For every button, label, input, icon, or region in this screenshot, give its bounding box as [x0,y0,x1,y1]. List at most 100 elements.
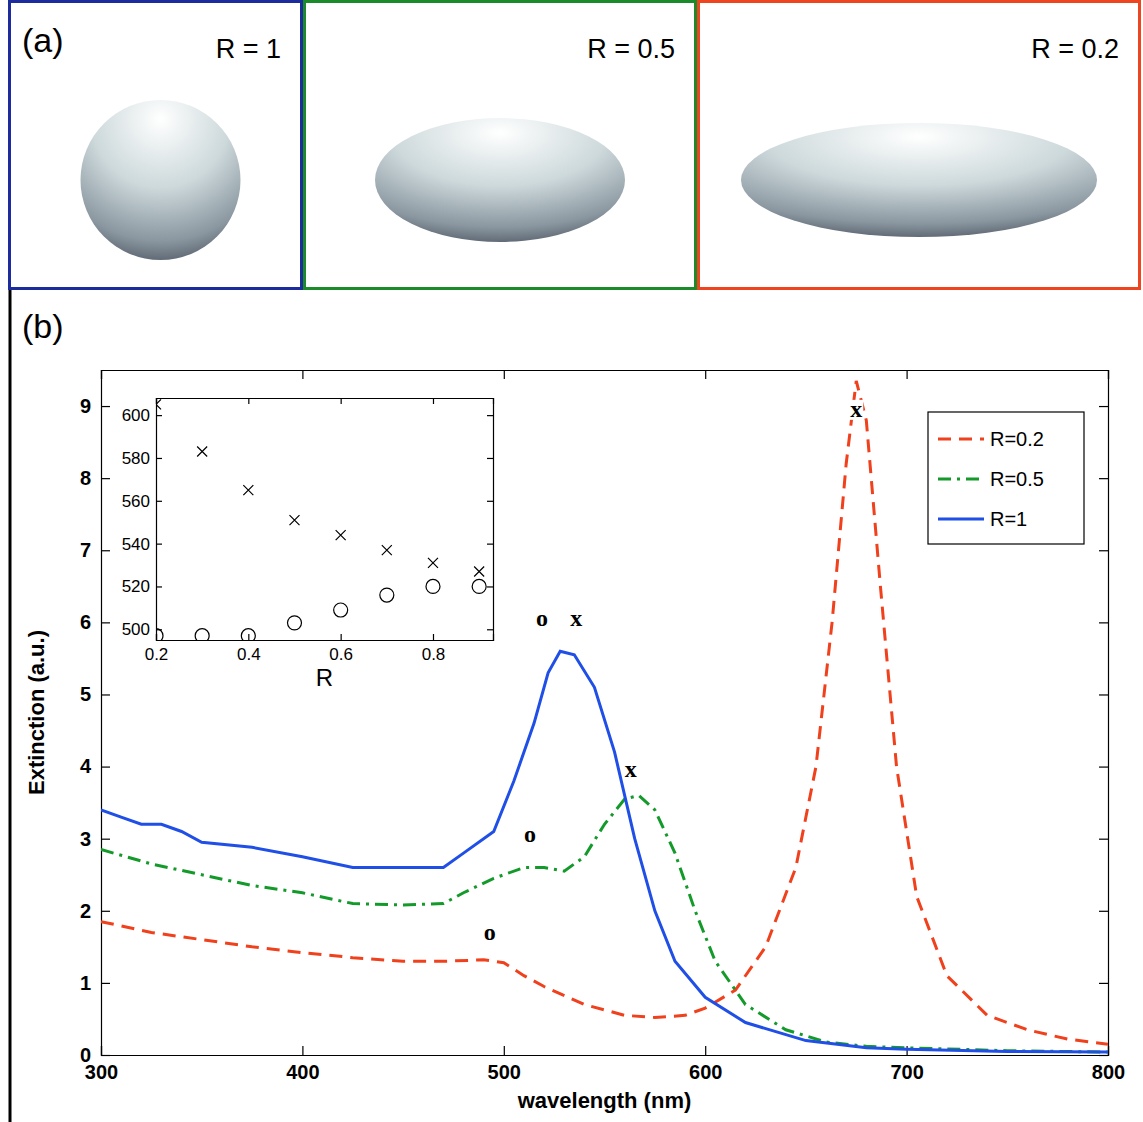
inset-y-axis-right-tick-mark [487,544,493,545]
series-line [101,651,1108,1052]
plot-lines [101,381,1108,1052]
inset-x-axis-top-tick [248,398,249,404]
y-axis: 0123456789 [80,371,110,1066]
inset-y-axis-tick-mark [156,501,162,502]
inset-point [287,616,301,630]
inset-background [156,398,493,640]
legend: R=0.2R=0.5R=1 [928,412,1084,544]
y-axis-tick-label: 3 [80,828,91,850]
inset-y-axis-right-tick-mark [487,586,493,587]
x-axis-tick: 500 [488,1046,521,1083]
y-axis-tick-label: 0 [80,1044,91,1066]
inset-point [197,447,207,457]
plot-background [101,370,1108,1055]
inset-x-axis-line [157,634,494,641]
inset-x-axis: 0.20.40.60.8 [145,634,494,664]
y-axis-right-tick [1099,767,1108,768]
x-axis-tick-mark [302,1046,303,1055]
inset-point [426,579,440,593]
y-axis-tick-mark [101,694,110,695]
inset-y-axis-right-tick [487,415,493,416]
y-axis-tick-mark [101,983,110,984]
inset-point [428,558,438,568]
inset-y-axis-tick-mark [156,415,162,416]
y-axis-tick-label: 2 [80,900,91,922]
inset-y-axis-right [487,399,494,641]
shape-label: R = 0.5 [587,34,675,64]
y-axis-tick-mark [101,911,110,912]
shape [375,118,625,242]
y-axis-tick-label: 5 [80,683,91,705]
inset-x-axis-tick-mark [248,634,249,640]
panel-letter: (a) [22,21,64,59]
inset-x-axis-top-tick [341,398,342,404]
x-axis-title: wavelength (nm) [517,1088,692,1113]
inset-point [380,588,394,602]
annotation: o [536,605,548,631]
y-axis-tick: 6 [80,611,110,633]
y-axis-right-line [1099,371,1109,1056]
panel-border [9,290,12,1122]
x-axis-top-tick [504,370,505,379]
inset-y-axis-tick: 500 [122,620,162,639]
shape [741,123,1097,237]
y-axis-right-tick-mark [1099,478,1108,479]
x-axis-tick: 700 [890,1046,923,1083]
y-axis-tick-label: 9 [80,395,91,417]
inset-y-axis-tick-mark [156,586,162,587]
inset-x-axis-top [157,398,494,404]
inset-y-axis-right-tick [487,501,493,502]
inset-y-axis-tick-label: 560 [122,492,150,511]
annotation: o [524,821,536,847]
y-axis-tick-mark [101,550,110,551]
inset-x-axis-tick-mark [341,634,342,640]
inset-y-axis-right-tick-mark [487,501,493,502]
y-axis-tick-label: 1 [80,972,91,994]
inset-y-axis-line [157,399,163,641]
panel-box [699,2,1140,289]
x-axis-tick-label: 600 [689,1061,722,1083]
y-axis-line [102,371,111,1056]
inset-x-axis-top-tick [433,398,434,404]
inset-point [156,629,163,640]
x-axis-tick-label: 500 [488,1061,521,1083]
y-axis-tick-mark [101,622,110,623]
inset-x-axis-tick-label: 0.8 [422,645,446,664]
inset-x-axis-title: R [316,664,333,691]
x-axis-top-tick [907,370,908,379]
inset-point [243,485,253,495]
inset-y-axis-tick: 600 [122,406,162,425]
inset-y-axis-tick-label: 520 [122,577,150,596]
panel-letter: (b) [22,307,64,345]
y-axis-tick-label: 7 [80,539,91,561]
x-axis-top-tick-mark [302,370,303,379]
y-axis-right-tick [1099,550,1108,551]
y-axis-tick-mark [101,839,110,840]
y-axis-tick-mark [101,766,110,767]
y-axis-right-tick [1099,911,1108,912]
inset-y-axis-right-tick [487,458,493,459]
y-axis-right-tick-mark [1099,839,1108,840]
y-axis-title: Extinction (a.u.) [24,630,49,795]
y-axis-tick: 5 [80,683,110,705]
inset-y-axis-tick: 520 [122,577,162,596]
x-axis-top-tick-mark [906,370,907,379]
x-axis-tick-label: 700 [890,1061,923,1083]
x-axis-top-line [102,371,1109,380]
y-axis-tick: 0 [80,1044,110,1066]
y-axis-right-tick-mark [1099,1055,1108,1056]
y-axis-tick: 9 [80,395,110,417]
y-axis-tick-mark [101,1055,110,1056]
inset-point [156,399,161,409]
y-axis-right-tick-mark [1099,983,1108,984]
inset-x-axis-tick: 0.8 [422,634,446,664]
y-axis-right-tick [1099,478,1108,479]
figure: R = 1R = 0.5R = 0.2(a)(b)300400500600700… [0,0,1143,1122]
y-axis-right [1099,371,1109,1056]
inset-y-axis-right-tick [487,629,493,630]
inset-point [195,629,209,640]
y-axis-right-tick [1099,622,1108,623]
x-axis-top-tick [302,370,303,379]
y-axis-tick-label: 6 [80,611,91,633]
legend-swatch [938,438,984,441]
